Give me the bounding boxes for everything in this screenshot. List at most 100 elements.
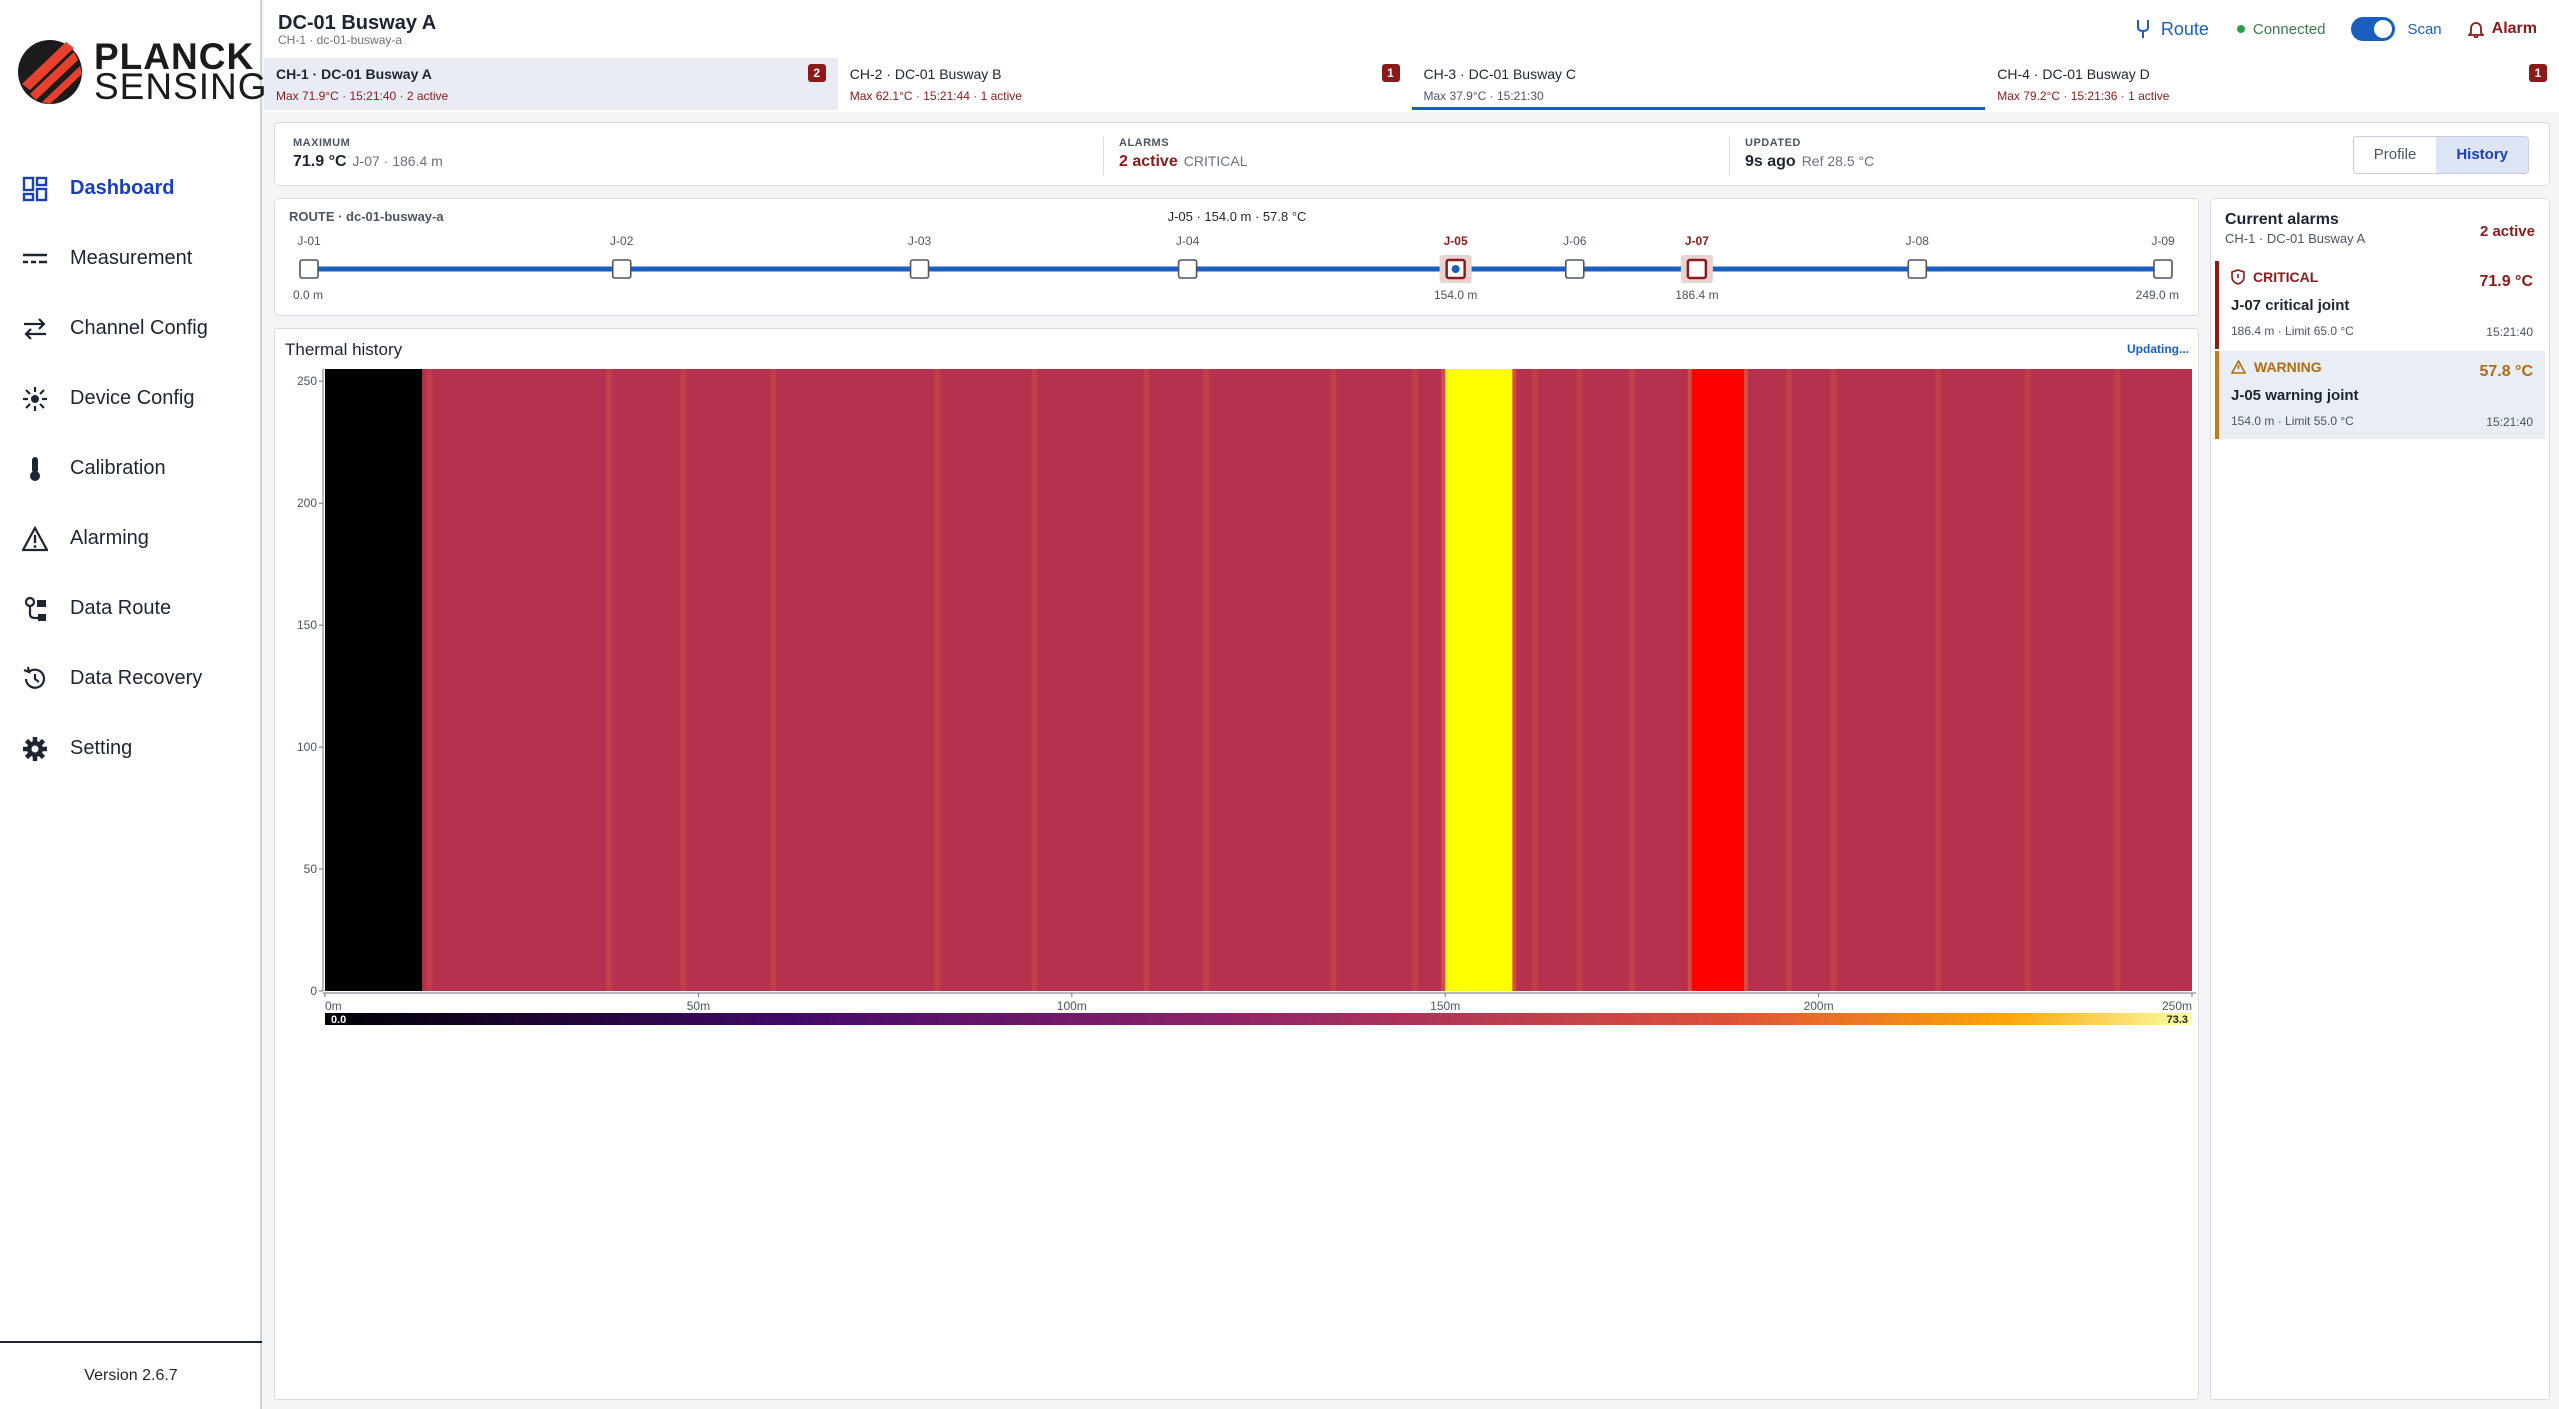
updated-label: UPDATED bbox=[1745, 137, 1801, 149]
nav-setting[interactable]: Setting bbox=[0, 720, 262, 776]
measurement-icon bbox=[23, 253, 47, 264]
nav-channel-config[interactable]: Channel Config bbox=[0, 300, 262, 356]
joint-marker-j-04[interactable] bbox=[1177, 259, 1198, 279]
channel-tab-name: CH-4 · DC-01 Busway D bbox=[1997, 66, 2150, 82]
joint-marker-j-01[interactable] bbox=[299, 259, 319, 279]
x-tick-label: 250m bbox=[2162, 999, 2192, 1013]
maximum-label: MAXIMUM bbox=[293, 137, 351, 149]
alarm-card-warning[interactable]: WARNING 57.8 °C J-05 warning joint 154.0… bbox=[2215, 351, 2545, 439]
warning-icon bbox=[2231, 360, 2246, 374]
heatmap-band-critical bbox=[1691, 369, 1744, 991]
route-hover-readout: J-05 · 154.0 m · 57.8 °C bbox=[1168, 209, 1307, 224]
dashboard-icon bbox=[22, 176, 48, 202]
thermometer-icon bbox=[30, 457, 40, 481]
x-tick-label: 0m bbox=[325, 999, 342, 1013]
nav-measurement[interactable]: Measurement bbox=[0, 230, 262, 286]
heatmap-band-edge bbox=[1743, 369, 1748, 991]
joint-marker-j-09[interactable] bbox=[2153, 259, 2173, 279]
y-tick-label: 50 bbox=[304, 862, 318, 876]
x-tick-label: 50m bbox=[687, 999, 710, 1013]
nav-label: Alarming bbox=[70, 527, 149, 549]
joint-position-label: 186.4 m bbox=[1675, 288, 1718, 302]
planck-sensing-logo[interactable]: PLANCK SENSING bbox=[16, 36, 267, 108]
heatmap-band-edge bbox=[1441, 369, 1446, 991]
channel-tab-ch1[interactable]: CH-1 · DC-01 Busway A Max 71.9°C · 15:21… bbox=[264, 58, 838, 110]
route-label: Route bbox=[2160, 18, 2209, 39]
joint-label: J-09 bbox=[2151, 234, 2175, 248]
channel-tab-ch3[interactable]: CH-3 · DC-01 Busway C Max 37.9°C · 15:21… bbox=[1411, 58, 1986, 110]
color-scale-min: 0.0 bbox=[331, 1014, 346, 1026]
joint-marker-j-02[interactable] bbox=[611, 259, 632, 279]
nav-calibration[interactable]: Calibration bbox=[0, 440, 262, 496]
alarm-count-badge: 2 bbox=[807, 64, 826, 82]
scan-label: Scan bbox=[2407, 20, 2442, 38]
warning-icon bbox=[22, 526, 48, 552]
joint-marker-j-07[interactable] bbox=[1686, 258, 1708, 280]
heatmap-stripe bbox=[1143, 369, 1150, 991]
alarms-value: 2 active bbox=[1119, 153, 1178, 170]
updated-detail: Ref 28.5 °C bbox=[1801, 153, 1875, 169]
history-view-button[interactable]: History bbox=[2436, 137, 2528, 173]
heatmap-stripe bbox=[934, 369, 941, 991]
alarm-card-critical[interactable]: CRITICAL 71.9 °C J-07 critical joint 186… bbox=[2215, 261, 2545, 349]
route-end-label: 249.0 m bbox=[2136, 288, 2179, 302]
alarms-panel-title: Current alarms bbox=[2225, 211, 2339, 228]
nav-label: Data Recovery bbox=[70, 667, 203, 689]
x-tick-label: 100m bbox=[1057, 999, 1087, 1013]
sidebar: PLANCK SENSING Dashboard Measurement Cha… bbox=[0, 0, 267, 1409]
joint-label: J-06 bbox=[1563, 234, 1587, 248]
joint-label: J-02 bbox=[610, 234, 634, 248]
alarm-count-badge: 1 bbox=[2529, 64, 2547, 82]
route-icon bbox=[2136, 20, 2149, 38]
heatmap-band-edge bbox=[1512, 369, 1517, 991]
profile-view-button[interactable]: Profile bbox=[2373, 146, 2417, 163]
heatmap-stripe bbox=[1785, 369, 1792, 991]
y-tick-label: 100 bbox=[297, 740, 317, 754]
alarm-detail: 154.0 m · Limit 55.0 °C bbox=[2231, 414, 2354, 428]
current-alarms-panel: Current alarms CH-1 · DC-01 Busway A 2 a… bbox=[2210, 198, 2550, 1400]
alarm-severity: CRITICAL bbox=[2253, 269, 2319, 285]
channel-tab-ch4[interactable]: CH-4 · DC-01 Busway D Max 79.2°C · 15:21… bbox=[1985, 58, 2559, 110]
route-button[interactable]: Route bbox=[2135, 19, 2209, 40]
joint-position-label: 154.0 m bbox=[1434, 288, 1477, 302]
scan-toggle[interactable] bbox=[2351, 17, 2396, 41]
device-config-icon bbox=[23, 387, 47, 411]
x-tick-label: 150m bbox=[1430, 999, 1460, 1013]
alarm-time: 15:21:40 bbox=[2486, 325, 2533, 339]
joint-label: J-03 bbox=[908, 234, 932, 248]
thermal-history-panel: Thermal history Updating... 0 50 100 150 200 25… bbox=[274, 328, 2199, 1400]
channel-tab-ch2[interactable]: CH-2 · DC-01 Busway B Max 62.1°C · 15:21… bbox=[838, 58, 1412, 110]
joint-marker-j-03[interactable] bbox=[909, 259, 930, 279]
alarm-button[interactable]: Alarm bbox=[2467, 20, 2537, 38]
alarm-label: Alarm bbox=[2491, 20, 2537, 37]
nav-data-route[interactable]: Data Route bbox=[0, 580, 262, 636]
heatmap-stripe bbox=[1830, 369, 1837, 991]
channel-tab-name: CH-3 · DC-01 Busway C bbox=[1423, 66, 1576, 82]
nav-data-recovery[interactable]: Data Recovery bbox=[0, 650, 262, 706]
alarm-time: 15:21:40 bbox=[2486, 415, 2533, 429]
heatmap-stripe bbox=[1412, 369, 1419, 991]
history-icon bbox=[23, 666, 46, 689]
bell-icon bbox=[2467, 22, 2484, 38]
divider bbox=[1729, 137, 1730, 175]
maximum-detail: J-07 · 186.4 m bbox=[352, 153, 443, 169]
joint-marker-j-08[interactable] bbox=[1907, 259, 1928, 279]
channel-tab-name: CH-1 · DC-01 Busway A bbox=[276, 66, 432, 82]
nav-device-config[interactable]: Device Config bbox=[0, 370, 262, 426]
channel-config-icon bbox=[24, 318, 46, 340]
color-scale-bar bbox=[325, 1013, 2192, 1025]
selected-joint-dot bbox=[1451, 265, 1460, 273]
connection-status: Connected bbox=[2236, 20, 2326, 38]
connection-status-text: Connected bbox=[2252, 20, 2326, 38]
y-tick-label: 200 bbox=[297, 496, 317, 510]
nav-dashboard[interactable]: Dashboard bbox=[0, 160, 262, 216]
y-tick-label: 250 bbox=[297, 374, 317, 388]
alarm-detail: 186.4 m · Limit 65.0 °C bbox=[2231, 324, 2354, 338]
thermal-history-title: Thermal history bbox=[285, 340, 403, 359]
joint-marker-j-06[interactable] bbox=[1564, 259, 1585, 279]
nav-alarming[interactable]: Alarming bbox=[0, 510, 262, 566]
channel-tabs: CH-1 · DC-01 Busway A Max 71.9°C · 15:21… bbox=[264, 58, 2559, 110]
nav-label: Measurement bbox=[70, 247, 193, 269]
heatmap-stripe bbox=[1628, 369, 1635, 991]
x-tick-label: 200m bbox=[1804, 999, 1834, 1013]
